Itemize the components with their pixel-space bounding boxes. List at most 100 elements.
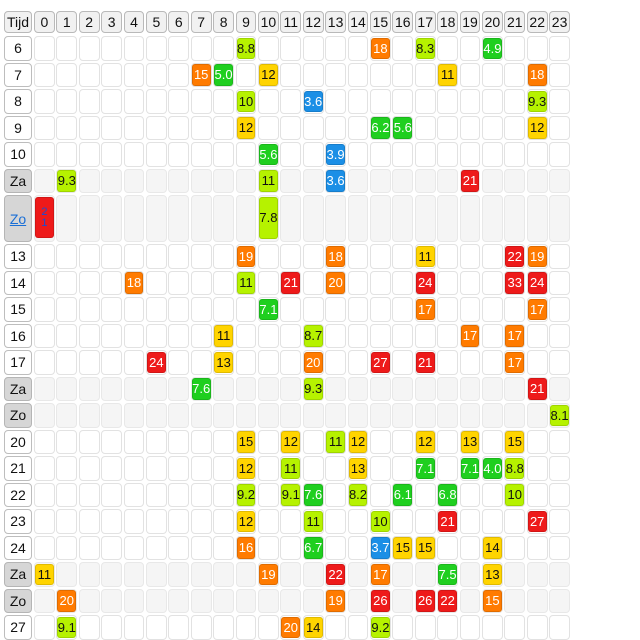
- value-badge[interactable]: 12: [236, 457, 256, 479]
- value-badge[interactable]: 11: [326, 431, 345, 453]
- value-badge[interactable]: 7.8: [259, 196, 278, 239]
- value-badge[interactable]: 11: [281, 457, 301, 479]
- value-badge[interactable]: 27: [371, 351, 390, 373]
- value-badge[interactable]: 12: [236, 117, 256, 139]
- value-badge[interactable]: 24: [415, 272, 435, 294]
- value-badge[interactable]: 9.3: [303, 378, 323, 400]
- value-badge[interactable]: 9.3: [57, 170, 77, 192]
- value-badge[interactable]: 15: [191, 64, 211, 86]
- value-badge[interactable]: 21: [527, 378, 547, 400]
- value-badge[interactable]: 13: [483, 563, 502, 585]
- value-badge[interactable]: 11: [303, 510, 323, 532]
- value-badge[interactable]: 12: [236, 510, 256, 532]
- value-badge[interactable]: 13: [214, 351, 233, 373]
- value-badge[interactable]: 13: [460, 431, 480, 453]
- value-badge[interactable]: 10: [505, 484, 525, 506]
- value-badge[interactable]: 11: [415, 245, 435, 267]
- value-badge[interactable]: 15: [393, 537, 413, 559]
- value-badge[interactable]: 15: [415, 537, 435, 559]
- value-badge[interactable]: 10: [236, 90, 256, 112]
- value-badge[interactable]: 21: [415, 351, 435, 373]
- value-badge[interactable]: 22: [326, 563, 345, 585]
- value-badge[interactable]: 17: [371, 563, 390, 585]
- value-badge[interactable]: 8.7: [303, 325, 323, 347]
- value-badge[interactable]: 8.8: [505, 457, 525, 479]
- value-badge[interactable]: 20: [303, 351, 323, 373]
- value-badge[interactable]: 27: [527, 510, 547, 532]
- value-badge[interactable]: 19: [527, 245, 547, 267]
- value-badge[interactable]: 7.1: [259, 298, 278, 320]
- value-badge[interactable]: 3.9: [326, 143, 345, 165]
- value-badge[interactable]: 19: [236, 245, 256, 267]
- value-badge[interactable]: 3.6: [303, 90, 323, 112]
- value-badge[interactable]: 9.2: [236, 484, 256, 506]
- value-badge[interactable]: 3.6: [326, 170, 345, 192]
- value-badge[interactable]: 15: [236, 431, 256, 453]
- value-badge[interactable]: 11: [214, 325, 233, 347]
- value-badge[interactable]: 5.6: [259, 143, 278, 165]
- value-badge[interactable]: 7.1: [460, 457, 480, 479]
- value-badge[interactable]: 12: [281, 431, 301, 453]
- value-badge[interactable]: 17: [527, 298, 547, 320]
- value-badge[interactable]: 12: [259, 64, 278, 86]
- value-badge[interactable]: 10: [371, 510, 390, 532]
- value-badge[interactable]: 14: [483, 537, 502, 559]
- value-badge[interactable]: 11: [259, 170, 278, 192]
- value-badge[interactable]: 21: [438, 510, 457, 532]
- value-badge[interactable]: 24: [527, 272, 547, 294]
- value-badge[interactable]: 12: [348, 431, 368, 453]
- value-badge[interactable]: 11: [438, 64, 457, 86]
- value-badge[interactable]: 21: [460, 170, 480, 192]
- value-badge[interactable]: 8.8: [236, 37, 256, 59]
- value-badge[interactable]: 18: [527, 64, 547, 86]
- value-badge[interactable]: 8.3: [415, 37, 435, 59]
- value-badge[interactable]: 18: [371, 37, 390, 59]
- value-badge[interactable]: 26: [371, 590, 390, 612]
- value-badge[interactable]: 9.1: [57, 616, 77, 638]
- value-badge[interactable]: 7.6: [191, 378, 211, 400]
- value-badge[interactable]: 20: [57, 590, 77, 612]
- value-badge[interactable]: 33: [505, 272, 525, 294]
- value-badge[interactable]: 17: [505, 351, 525, 373]
- value-badge[interactable]: 8.1: [550, 404, 569, 426]
- value-badge[interactable]: 21: [35, 196, 54, 238]
- value-badge[interactable]: 22: [438, 590, 457, 612]
- value-badge[interactable]: 3.7: [371, 537, 390, 559]
- value-badge[interactable]: 18: [326, 245, 345, 267]
- value-badge[interactable]: 7.5: [438, 563, 457, 585]
- value-badge[interactable]: 24: [147, 351, 166, 373]
- value-badge[interactable]: 19: [326, 590, 345, 612]
- value-badge[interactable]: 26: [415, 590, 435, 612]
- value-badge[interactable]: 11: [35, 563, 54, 585]
- value-badge[interactable]: 22: [505, 245, 525, 267]
- value-badge[interactable]: 9.3: [527, 90, 547, 112]
- value-badge[interactable]: 12: [415, 431, 435, 453]
- value-badge[interactable]: 7.1: [415, 457, 435, 479]
- value-badge[interactable]: 7.6: [303, 484, 323, 506]
- value-badge[interactable]: 13: [348, 457, 368, 479]
- value-badge[interactable]: 6.8: [438, 484, 457, 506]
- value-badge[interactable]: 20: [326, 272, 345, 294]
- value-badge[interactable]: 8.2: [348, 484, 368, 506]
- value-badge[interactable]: 21: [281, 272, 301, 294]
- value-badge[interactable]: 17: [415, 298, 435, 320]
- value-badge[interactable]: 6.7: [303, 537, 323, 559]
- value-badge[interactable]: 17: [460, 325, 480, 347]
- value-badge[interactable]: 9.2: [371, 616, 390, 638]
- value-badge[interactable]: 18: [124, 272, 144, 294]
- value-badge[interactable]: 6.2: [371, 117, 390, 139]
- value-badge[interactable]: 16: [236, 537, 256, 559]
- value-badge[interactable]: 15: [483, 590, 502, 612]
- value-badge[interactable]: 11: [236, 272, 256, 294]
- value-badge[interactable]: 14: [303, 616, 323, 638]
- value-badge[interactable]: 4.0: [483, 457, 502, 479]
- value-badge[interactable]: 12: [527, 117, 547, 139]
- value-badge[interactable]: 9.1: [281, 484, 301, 506]
- value-badge[interactable]: 15: [505, 431, 525, 453]
- value-badge[interactable]: 20: [281, 616, 301, 638]
- value-badge[interactable]: 17: [505, 325, 525, 347]
- value-badge[interactable]: 4.9: [483, 37, 502, 59]
- value-badge[interactable]: 5.6: [393, 117, 413, 139]
- value-badge[interactable]: 19: [259, 563, 278, 585]
- value-badge[interactable]: 5.0: [214, 64, 233, 86]
